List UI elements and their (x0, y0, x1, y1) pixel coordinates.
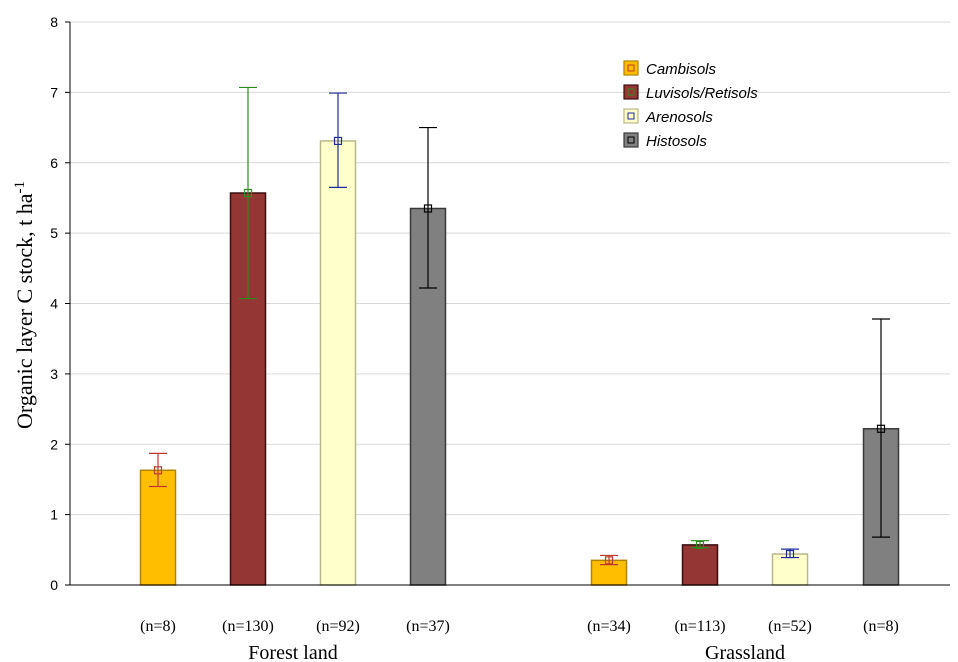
legend-swatch (623, 60, 639, 76)
category-labels: (n=8) (n=130) (n=92) (n=37) Forest land (n=34… (140, 618, 899, 662)
sample-size-label: (n=37) (406, 618, 450, 635)
mean-marker (604, 556, 614, 565)
y-tick-label: 4 (50, 296, 58, 312)
bar (139, 469, 177, 586)
group-label: Grassland (705, 642, 785, 662)
bars-layer (139, 140, 900, 586)
legend-label: Histosols (646, 133, 707, 150)
mean-marker (695, 540, 705, 549)
y-tick-label: 2 (50, 436, 58, 452)
mean-marker (243, 188, 253, 198)
legend-label: Cambisols (646, 61, 717, 78)
bar (681, 544, 719, 586)
sample-size-label: (n=8) (863, 618, 899, 635)
legend-marker (627, 88, 635, 96)
y-tick-label: 7 (50, 84, 58, 100)
y-tick-label: 3 (50, 366, 58, 382)
bar (319, 140, 357, 586)
sample-size-label: (n=8) (140, 618, 176, 635)
legend-swatch (623, 108, 639, 124)
legend-marker (627, 112, 635, 120)
y-tick-label: 0 (50, 577, 58, 593)
grid-lines (70, 21, 950, 586)
legend-marker (627, 136, 635, 144)
y-tick-label: 5 (50, 225, 58, 241)
error-bars-layer (149, 86, 890, 566)
y-tick-labels: 0 1 2 3 4 5 6 7 8 (50, 14, 70, 593)
sample-size-label: (n=52) (768, 618, 812, 635)
legend-swatch (623, 132, 639, 148)
legend-marker (627, 64, 635, 72)
legend-swatch (623, 84, 639, 100)
bar (771, 553, 809, 586)
y-axis-label: Organic layer C stock, t ha-1 (12, 181, 37, 429)
sample-size-label: (n=130) (222, 618, 274, 635)
y-tick-label: 8 (50, 14, 58, 30)
legend: Cambisols Luvisols/Retisols Arenosols Histo… (623, 60, 758, 150)
mean-marker (333, 136, 343, 146)
mean-marker (785, 549, 795, 559)
mean-marker (423, 204, 433, 213)
y-tick-label: 1 (50, 507, 58, 523)
group-label: Forest land (248, 642, 337, 662)
mean-marker (876, 424, 886, 433)
sample-size-label: (n=34) (587, 618, 631, 635)
sample-size-label: (n=92) (316, 618, 360, 635)
sample-size-label: (n=113) (674, 618, 725, 635)
mean-marker (153, 466, 163, 475)
y-tick-label: 6 (50, 155, 58, 171)
legend-label: Luvisols/Retisols (646, 85, 758, 102)
legend-label: Arenosols (645, 109, 713, 126)
